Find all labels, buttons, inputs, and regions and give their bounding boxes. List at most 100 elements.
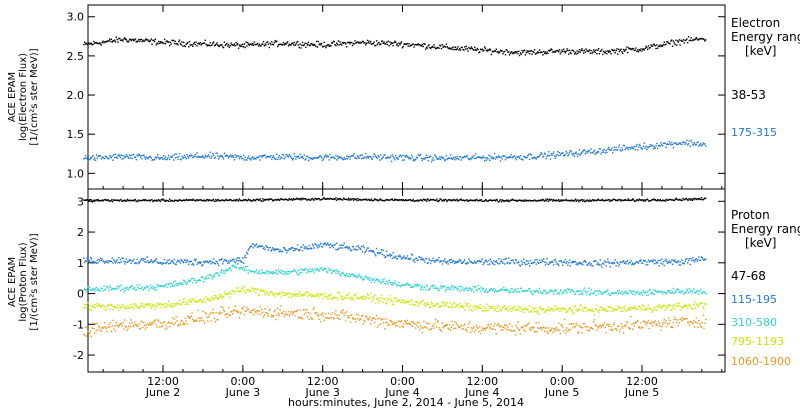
data-point xyxy=(136,41,138,43)
data-point xyxy=(317,244,320,246)
data-point xyxy=(212,154,215,156)
data-point xyxy=(571,261,573,264)
data-point xyxy=(315,269,317,272)
data-point xyxy=(354,40,356,42)
data-point xyxy=(286,249,289,252)
data-point xyxy=(455,48,458,51)
data-point xyxy=(107,40,109,42)
data-point xyxy=(245,199,247,201)
data-point xyxy=(617,149,619,151)
data-point xyxy=(581,291,583,293)
data-point xyxy=(178,260,181,263)
data-point xyxy=(411,43,414,46)
data-point xyxy=(434,46,436,48)
data-point xyxy=(457,200,459,202)
data-point xyxy=(93,158,95,161)
data-point xyxy=(300,295,302,297)
data-point xyxy=(529,199,531,202)
data-point xyxy=(272,199,275,201)
data-point xyxy=(182,283,184,286)
data-point xyxy=(542,198,544,201)
data-point xyxy=(257,245,259,248)
data-point xyxy=(617,290,619,292)
data-point xyxy=(393,157,395,159)
data-point xyxy=(280,156,282,158)
data-point xyxy=(287,311,290,313)
data-point xyxy=(642,262,644,264)
data-point xyxy=(349,248,351,250)
proton-y-axis-label: ACE EPAM log(Proton Flux) [1/(cm²s ster … xyxy=(7,233,40,330)
data-point xyxy=(676,40,679,42)
data-point xyxy=(267,271,269,273)
data-point xyxy=(194,43,196,46)
data-point xyxy=(588,261,591,264)
data-point xyxy=(627,47,630,49)
data-point xyxy=(219,311,221,313)
data-point xyxy=(350,321,352,323)
data-point xyxy=(622,52,624,54)
data-point xyxy=(659,199,661,201)
data-point xyxy=(146,286,148,288)
data-point xyxy=(116,325,118,327)
data-point xyxy=(198,320,201,322)
data-point xyxy=(325,267,327,270)
data-point xyxy=(212,276,214,278)
data-point xyxy=(696,303,698,305)
data-point xyxy=(172,285,174,288)
data-point xyxy=(213,274,215,276)
data-point xyxy=(318,318,320,320)
data-point xyxy=(176,261,178,263)
data-point xyxy=(155,44,157,46)
data-point xyxy=(108,289,110,291)
data-point xyxy=(598,53,601,55)
data-point xyxy=(202,281,205,283)
data-point xyxy=(142,326,144,329)
data-point xyxy=(114,288,116,290)
data-point xyxy=(171,304,173,307)
data-point xyxy=(621,199,623,201)
data-point xyxy=(450,157,453,159)
data-point xyxy=(662,142,665,144)
data-point xyxy=(144,258,147,261)
data-point xyxy=(678,264,680,266)
data-point xyxy=(650,293,652,295)
data-point xyxy=(582,307,584,309)
data-point xyxy=(647,294,650,296)
data-point xyxy=(231,259,233,262)
data-point xyxy=(388,45,390,47)
data-point xyxy=(281,291,284,293)
data-point xyxy=(643,291,645,294)
data-point xyxy=(482,200,484,202)
data-point xyxy=(217,158,220,160)
data-point xyxy=(220,270,222,272)
data-point xyxy=(268,271,270,273)
data-point xyxy=(204,200,206,202)
data-point xyxy=(277,44,280,46)
data-point xyxy=(490,157,492,159)
data-point xyxy=(331,198,333,200)
data-point xyxy=(119,306,122,308)
data-point xyxy=(511,51,513,54)
data-point xyxy=(188,301,191,303)
data-point xyxy=(368,250,370,252)
data-point xyxy=(700,302,703,304)
data-point xyxy=(184,156,187,158)
data-point xyxy=(703,143,705,145)
data-point xyxy=(387,156,389,158)
data-point xyxy=(180,44,182,46)
data-point xyxy=(266,292,268,295)
data-point xyxy=(263,292,265,294)
data-point xyxy=(450,200,452,202)
data-point xyxy=(306,43,308,45)
data-point xyxy=(360,276,362,278)
data-point xyxy=(160,261,162,264)
data-point xyxy=(296,40,299,43)
data-point xyxy=(652,199,654,201)
data-point xyxy=(598,199,600,201)
data-point xyxy=(649,288,651,291)
data-point xyxy=(454,46,457,48)
data-point xyxy=(435,47,438,49)
data-point xyxy=(380,300,382,302)
data-point xyxy=(581,309,583,311)
data-point xyxy=(523,258,525,260)
